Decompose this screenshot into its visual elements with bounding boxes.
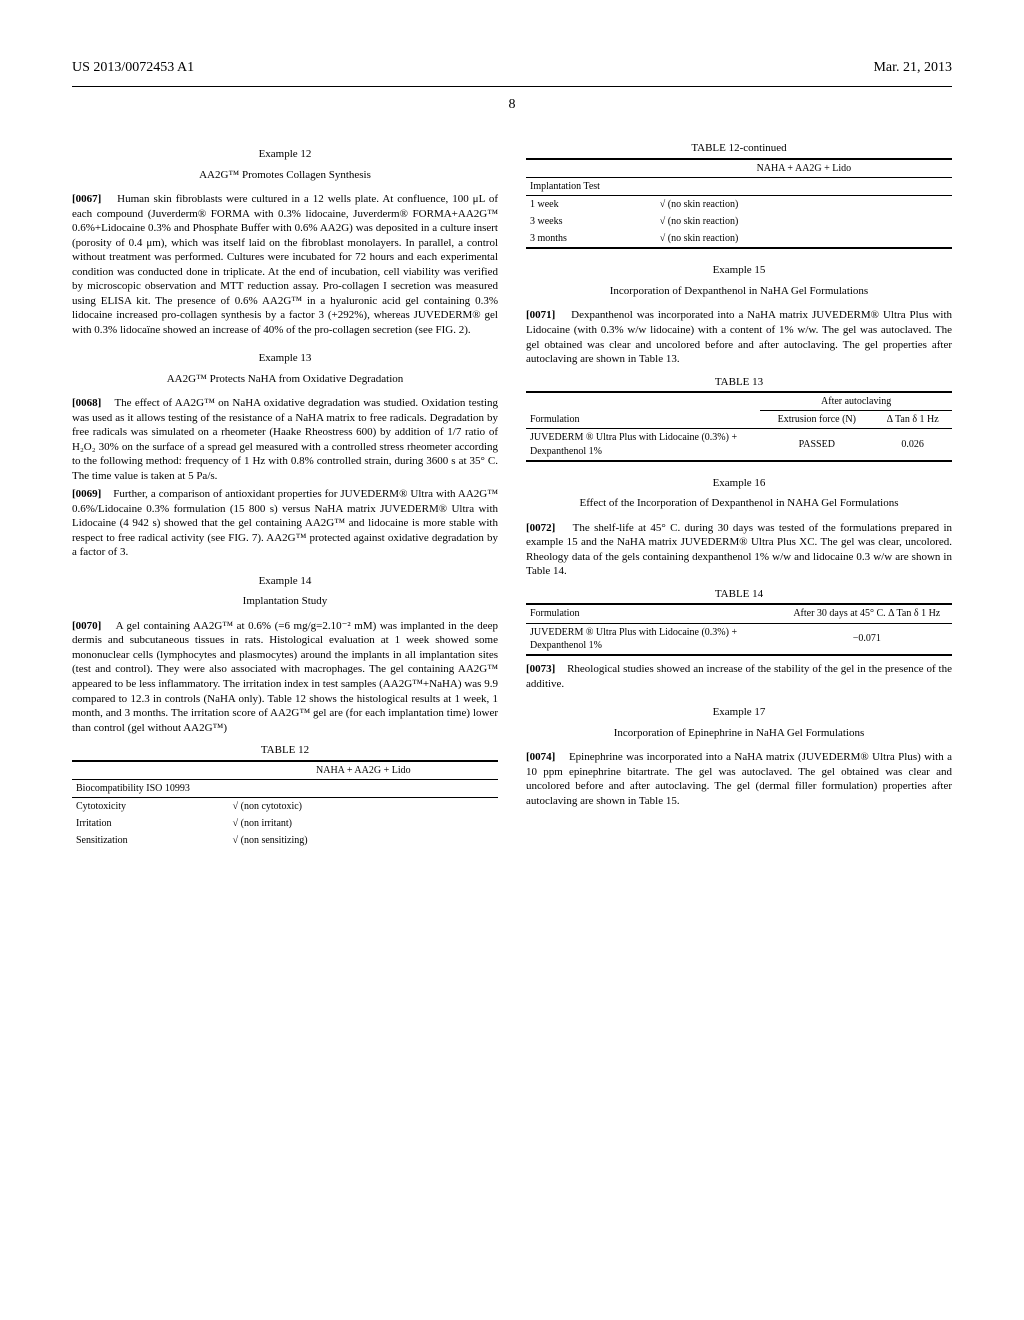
table-section: Implantation Test bbox=[526, 177, 952, 195]
ex16-heading: Example 16 bbox=[526, 476, 952, 491]
table-cell: √ (non cytotoxic) bbox=[229, 797, 498, 815]
ex17-subtitle: Incorporation of Epinephrine in NaHA Gel… bbox=[526, 726, 952, 741]
para-text: Rheological studies showed an increase o… bbox=[526, 663, 952, 690]
header-rule bbox=[72, 86, 952, 87]
para-num: [0067] bbox=[72, 193, 101, 205]
ex16-subtitle: Effect of the Incorporation of Dexpanthe… bbox=[526, 496, 952, 511]
para-num: [0070] bbox=[72, 620, 101, 632]
table-cell: 0.026 bbox=[873, 429, 952, 461]
para-text: A gel containing AA2G™ at 0.6% (=6 mg/g=… bbox=[72, 620, 498, 734]
table14-caption: TABLE 14 bbox=[526, 587, 952, 602]
para-0067: [0067] Human skin fibroblasts were cultu… bbox=[72, 192, 498, 337]
para-text: Dexpanthenol was incorporated into a NaH… bbox=[526, 309, 952, 365]
table12-continued: NAHA + AA2G + Lido Implantation Test 1 w… bbox=[526, 158, 952, 250]
ex15-subtitle: Incorporation of Dexpanthenol in NaHA Ge… bbox=[526, 284, 952, 299]
table-header: NAHA + AA2G + Lido bbox=[656, 159, 952, 178]
table-cell: −0.071 bbox=[782, 623, 952, 655]
ex13-subtitle: AA2G™ Protects NaHA from Oxidative Degra… bbox=[72, 372, 498, 387]
para-text: Further, a comparison of antioxidant pro… bbox=[72, 488, 498, 558]
para-0068: [0068] The effect of AA2G™ on NaHA oxida… bbox=[72, 396, 498, 483]
table-cell: √ (no skin reaction) bbox=[656, 195, 952, 213]
table-header: Δ Tan δ 1 Hz bbox=[873, 411, 952, 429]
table-cell: JUVEDERM ® Ultra Plus with Lidocaine (0.… bbox=[526, 623, 782, 655]
header: US 2013/0072453 A1 Mar. 21, 2013 bbox=[72, 60, 952, 76]
ex14-heading: Example 14 bbox=[72, 574, 498, 589]
para-0070: [0070] A gel containing AA2G™ at 0.6% (=… bbox=[72, 619, 498, 735]
page: US 2013/0072453 A1 Mar. 21, 2013 8 Examp… bbox=[0, 0, 1024, 1320]
table-cell: JUVEDERM ® Ultra Plus with Lidocaine (0.… bbox=[526, 429, 760, 461]
table-header-group: After autoclaving bbox=[760, 392, 952, 411]
table13-caption: TABLE 13 bbox=[526, 375, 952, 390]
para-0069: [0069] Further, a comparison of antioxid… bbox=[72, 487, 498, 560]
ex13-heading: Example 13 bbox=[72, 351, 498, 366]
ex15-heading: Example 15 bbox=[526, 263, 952, 278]
ex14-subtitle: Implantation Study bbox=[72, 594, 498, 609]
table-section: Biocompatibility ISO 10993 bbox=[72, 779, 498, 797]
table-cell: √ (non irritant) bbox=[229, 815, 498, 832]
columns: Example 12 AA2G™ Promotes Collagen Synth… bbox=[72, 133, 952, 856]
table-cell: 1 week bbox=[526, 195, 656, 213]
table-header: Extrusion force (N) bbox=[760, 411, 873, 429]
para-num: [0071] bbox=[526, 309, 555, 321]
para-text: Epinephrine was incorporated into a NaHA… bbox=[526, 751, 952, 807]
table-cell: Irritation bbox=[72, 815, 229, 832]
table-cell: Cytotoxicity bbox=[72, 797, 229, 815]
table-cell: √ (non sensitizing) bbox=[229, 832, 498, 849]
para-num: [0073] bbox=[526, 663, 555, 675]
para-0073: [0073] Rheological studies showed an inc… bbox=[526, 662, 952, 691]
table-cell: √ (no skin reaction) bbox=[656, 230, 952, 248]
para-num: [0074] bbox=[526, 751, 555, 763]
table-header: Formulation bbox=[526, 604, 782, 623]
para-0071: [0071] Dexpanthenol was incorporated int… bbox=[526, 308, 952, 366]
para-num: [0069] bbox=[72, 488, 101, 500]
page-number: 8 bbox=[72, 97, 952, 113]
left-column: Example 12 AA2G™ Promotes Collagen Synth… bbox=[72, 133, 498, 856]
table-cell: PASSED bbox=[760, 429, 873, 461]
table14: FormulationAfter 30 days at 45° C. Δ Tan… bbox=[526, 603, 952, 656]
table12-caption: TABLE 12 bbox=[72, 743, 498, 758]
para-num: [0068] bbox=[72, 397, 101, 409]
table12c-caption: TABLE 12-continued bbox=[526, 141, 952, 156]
table-header: NAHA + AA2G + Lido bbox=[229, 761, 498, 780]
doc-date: Mar. 21, 2013 bbox=[873, 60, 952, 76]
table-header: Formulation bbox=[526, 411, 760, 429]
para-0074: [0074] Epinephrine was incorporated into… bbox=[526, 750, 952, 808]
table-cell: 3 weeks bbox=[526, 213, 656, 230]
ex12-heading: Example 12 bbox=[72, 147, 498, 162]
ex17-heading: Example 17 bbox=[526, 705, 952, 720]
para-num: [0072] bbox=[526, 522, 555, 534]
table-header: After 30 days at 45° C. Δ Tan δ 1 Hz bbox=[782, 604, 952, 623]
table-cell: 3 months bbox=[526, 230, 656, 248]
table13: After autoclaving FormulationExtrusion f… bbox=[526, 391, 952, 462]
right-column: TABLE 12-continued NAHA + AA2G + Lido Im… bbox=[526, 133, 952, 856]
table-cell: √ (no skin reaction) bbox=[656, 213, 952, 230]
para-text: The shelf-life at 45° C. during 30 days … bbox=[526, 522, 952, 578]
doc-number: US 2013/0072453 A1 bbox=[72, 60, 194, 76]
table12: NAHA + AA2G + Lido Biocompatibility ISO … bbox=[72, 760, 498, 850]
para-text: The effect of AA2G™ on NaHA oxidative de… bbox=[72, 397, 498, 482]
para-0072: [0072] The shelf-life at 45° C. during 3… bbox=[526, 521, 952, 579]
table-cell: Sensitization bbox=[72, 832, 229, 849]
para-text: Human skin fibroblasts were cultured in … bbox=[72, 193, 498, 336]
ex12-subtitle: AA2G™ Promotes Collagen Synthesis bbox=[72, 168, 498, 183]
